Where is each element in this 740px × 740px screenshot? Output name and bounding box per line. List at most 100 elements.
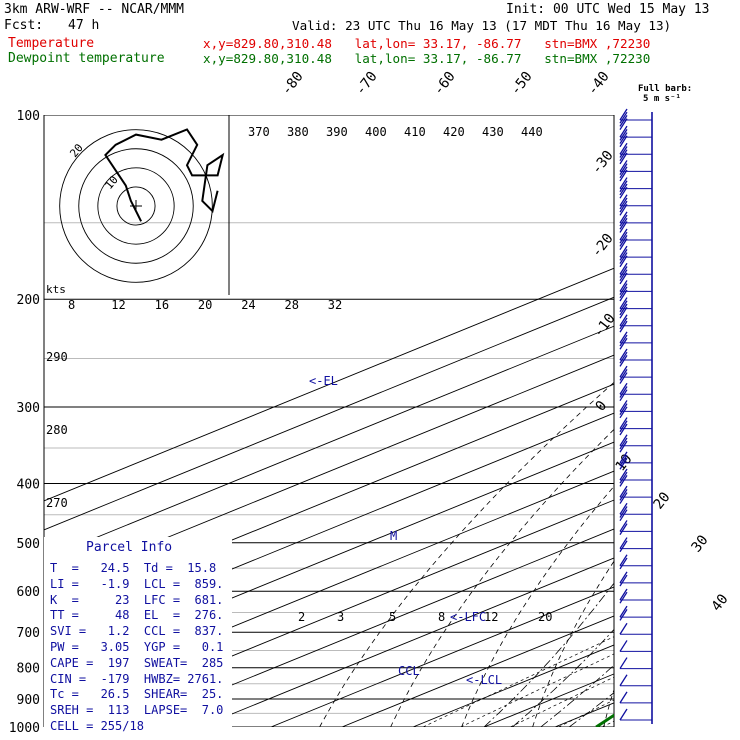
wind-barb	[619, 128, 628, 141]
hodograph-ring	[116, 186, 156, 226]
wind-barb	[619, 434, 628, 447]
hodograph-speed-label: 24	[241, 298, 255, 312]
wind-barb	[619, 406, 628, 419]
mixing-ratio-line	[558, 699, 614, 727]
isotherm-tick-label: 20	[651, 489, 674, 512]
dewpoint-location: x,y=829.80,310.48 lat,lon= 33.17, -86.77…	[203, 51, 651, 66]
isotherm-line	[483, 673, 614, 727]
theta-tick-label: 400	[365, 125, 387, 139]
wind-barb	[619, 622, 628, 635]
wind-barb	[619, 125, 628, 138]
wind-barb	[619, 314, 628, 327]
theta-tick-label: 380	[287, 125, 309, 139]
lcl-marker: <-LCL	[466, 673, 502, 687]
wind-barb	[619, 417, 628, 429]
model-title: 3km ARW-WRF -- NCAR/MMM	[4, 2, 185, 17]
wind-barb	[619, 554, 628, 567]
parcel-info-row: CAPE = 197 SWEAT= 285	[50, 655, 224, 670]
wind-barb	[619, 183, 628, 196]
wind-barb	[619, 194, 628, 207]
mixing-ratio-line	[422, 636, 614, 727]
wind-barb	[619, 537, 628, 549]
wind-barb	[619, 488, 628, 501]
wind-barb	[619, 334, 628, 347]
wind-barb	[619, 348, 628, 361]
isotherm-line	[57, 499, 614, 727]
profiles	[595, 115, 740, 727]
theta-side-label: 280	[46, 423, 68, 437]
wind-barb	[619, 317, 628, 330]
wind-barb	[619, 657, 628, 669]
valid-time: Valid: 23 UTC Thu 16 May 13 (17 MDT Thu …	[292, 18, 672, 33]
hodograph-speed-label: 12	[111, 298, 125, 312]
wind-barb	[619, 451, 628, 464]
temperature-profile-line	[657, 115, 740, 727]
mixing-ratio-line	[660, 591, 740, 727]
moist-adiabat-line	[597, 714, 614, 727]
parcel-info-row: LI = -1.9 LCL = 859.	[50, 576, 224, 591]
wind-barb	[619, 520, 628, 532]
wind-barb	[619, 540, 628, 553]
hodograph-speed-label: 20	[198, 298, 212, 312]
wind-barbs	[619, 108, 653, 724]
isotherm-tick-label: -20	[589, 231, 617, 261]
hodograph-ring-label-10: 10	[102, 173, 120, 192]
pressure-tick-label: 1000	[9, 721, 40, 736]
dewpoint-profile-line	[595, 713, 614, 727]
moist-adiabat-line	[483, 582, 614, 727]
moist-adiabat-line	[654, 299, 740, 727]
isotherm-line	[44, 383, 614, 618]
hodograph-speed-label: 16	[155, 298, 169, 312]
wind-barb	[619, 248, 628, 261]
wind-barb	[619, 351, 628, 364]
wind-barb	[619, 252, 628, 264]
hodograph-unit-label: kts	[46, 283, 66, 296]
wind-barb	[619, 372, 628, 384]
pressure-tick-label: 500	[17, 537, 40, 552]
hodograph-ring-label-20: 20	[67, 141, 85, 160]
dewpoint-legend: Dewpoint temperature	[8, 51, 165, 66]
mixing-ratio-line	[510, 676, 614, 727]
mixing-ratio-label: 8	[438, 610, 445, 624]
wind-barb	[619, 640, 628, 652]
isotherm-line	[626, 115, 740, 727]
wind-barb	[619, 266, 628, 278]
hodograph-ring	[97, 167, 175, 245]
wind-barb	[619, 197, 628, 210]
isotherm-line	[412, 644, 614, 727]
wind-barb	[619, 588, 628, 601]
wind-barb	[619, 132, 628, 144]
theta-tick-label: 370	[248, 125, 270, 139]
isotherm-line	[44, 296, 614, 531]
forecast-label: Fcst:	[4, 18, 44, 33]
pressure-tick-label: 300	[17, 401, 40, 416]
isotherm-line	[199, 557, 614, 727]
dry-adiabat-line	[390, 428, 614, 727]
pressure-tick-label: 700	[17, 626, 40, 641]
mixing-ratio-label: 12	[484, 610, 498, 624]
parcel-info-row: SVI = 1.2 CCL = 837.	[50, 624, 224, 639]
wind-barb	[619, 180, 628, 193]
wind-barb	[619, 269, 628, 282]
hodograph-trace	[104, 128, 225, 222]
parcel-info-row: CELL = 255/18	[50, 719, 144, 733]
mixing-ratio-label: 5	[389, 610, 396, 624]
isotherm-tick-label: -80	[279, 69, 307, 99]
wind-barb	[619, 111, 628, 124]
dry-adiabat-line	[675, 115, 740, 727]
dry-adiabat-line	[461, 485, 614, 727]
hodograph-ring	[78, 148, 194, 264]
parcel-info-row: PW = 3.05 YGP = 0.1	[50, 640, 224, 654]
barb-legend-line1: Full barb:	[638, 84, 693, 94]
isotherm-tick-label: -50	[508, 69, 536, 99]
isotherm-line	[341, 615, 614, 727]
wind-barb	[619, 262, 628, 275]
dry-adiabat-line	[532, 560, 614, 727]
wind-barb	[619, 149, 628, 162]
wind-barb	[619, 471, 628, 484]
parcel-info-row: CIN = -179 HWBZ= 2761.	[50, 671, 224, 686]
wind-barb	[619, 509, 628, 522]
wind-barb	[619, 368, 628, 381]
wind-barb	[619, 115, 628, 127]
